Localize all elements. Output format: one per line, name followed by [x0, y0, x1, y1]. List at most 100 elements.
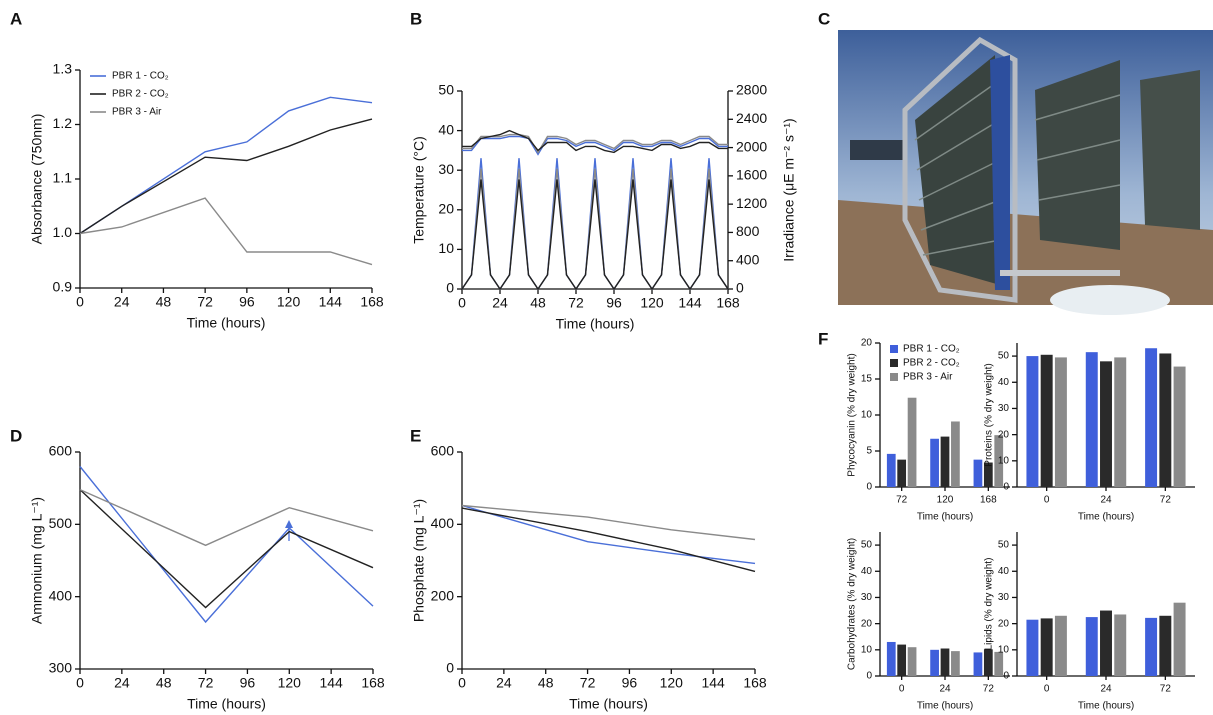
- bar: [1159, 353, 1172, 487]
- y-tick-label: 50: [438, 82, 454, 98]
- series-line: [79, 489, 374, 609]
- bar: [1054, 357, 1067, 487]
- x-axis-label: Time (hours): [917, 512, 973, 523]
- y-tick-label: 10: [998, 455, 1010, 466]
- y-tick-label: 600: [431, 443, 455, 459]
- series-line: [79, 488, 374, 547]
- x-tick-label: 72: [197, 294, 213, 310]
- x-tick-label: 168: [361, 675, 385, 691]
- y-tick-label: 1.0: [53, 224, 73, 240]
- y-tick-label: 20: [438, 201, 454, 217]
- y-tick-label: 50: [998, 540, 1010, 551]
- x-tick-label: 120: [937, 495, 954, 506]
- y-axis-label: Proteins (% dry weight): [984, 363, 995, 466]
- bar: [973, 459, 983, 487]
- y-tick-label: 40: [861, 566, 873, 577]
- y-tick-label: 300: [49, 660, 73, 676]
- bar: [973, 652, 983, 676]
- y-tick-label: 0: [446, 660, 454, 676]
- y-axis-label: Absorbance (750nm): [29, 114, 45, 245]
- x-axis-label: Time (hours): [1078, 512, 1134, 523]
- legend-label: PBR 2 - CO₂: [903, 358, 960, 369]
- bar: [1026, 356, 1039, 487]
- series-line: [79, 96, 373, 235]
- bar: [1173, 366, 1186, 487]
- x-axis-label: Time (hours): [569, 696, 648, 712]
- y-tick-label: 0: [1003, 671, 1009, 682]
- bar: [886, 453, 896, 487]
- bar: [1085, 352, 1098, 487]
- panel-letter: D: [10, 426, 22, 445]
- y-tick-label: 10: [438, 240, 454, 256]
- x-tick-label: 96: [240, 675, 256, 691]
- y-tick-label: 40: [438, 121, 454, 137]
- bar: [951, 421, 960, 487]
- y-tick-label: 40: [998, 377, 1010, 388]
- y-tick-label: 400: [431, 515, 455, 531]
- bar: [907, 647, 917, 676]
- y2-tick-label: 2800: [736, 82, 767, 98]
- bar: [940, 648, 950, 676]
- x-tick-label: 144: [319, 675, 343, 691]
- x-axis-label: Time (hours): [1078, 701, 1134, 712]
- bar: [886, 641, 896, 676]
- x-axis-label: Time (hours): [187, 696, 266, 712]
- x-tick-label: 72: [568, 295, 584, 311]
- x-tick-label: 48: [530, 295, 546, 311]
- y-tick-label: 0: [866, 482, 872, 493]
- y-tick-label: 0: [446, 280, 454, 296]
- y-tick-label: 0: [866, 671, 872, 682]
- y-axis-label: Phosphate (mg L⁻¹): [411, 499, 427, 622]
- bar: [1100, 610, 1112, 676]
- bar: [983, 462, 993, 487]
- y-tick-label: 30: [861, 592, 873, 603]
- x-tick-label: 72: [983, 684, 995, 695]
- y-tick-label: 40: [998, 566, 1010, 577]
- bar: [1114, 614, 1127, 676]
- y2-tick-label: 800: [736, 223, 760, 239]
- legend-label: PBR 1 - CO₂: [903, 344, 960, 355]
- x-tick-label: 0: [1044, 684, 1050, 695]
- y-tick-label: 0: [1003, 482, 1009, 493]
- bar: [1159, 615, 1172, 676]
- bar: [940, 436, 950, 487]
- y-tick-label: 5: [866, 446, 872, 457]
- x-tick-label: 0: [76, 675, 84, 691]
- x-tick-label: 24: [939, 684, 951, 695]
- y-tick-label: 15: [861, 374, 873, 385]
- y-tick-label: 10: [861, 410, 873, 421]
- bar: [994, 651, 1004, 676]
- x-tick-label: 72: [580, 675, 596, 691]
- bar: [930, 438, 939, 487]
- series-line: [461, 504, 756, 565]
- bar: [1114, 357, 1127, 487]
- y-axis-label: Carbohydrates (% dry weight): [847, 538, 858, 670]
- bar: [1040, 618, 1053, 676]
- y-tick-label: 20: [998, 429, 1010, 440]
- bar: [930, 649, 939, 676]
- bar: [1026, 619, 1039, 676]
- series-line: [461, 168, 729, 291]
- y-tick-label: 1.3: [53, 61, 73, 77]
- x-tick-label: 0: [1044, 495, 1050, 506]
- x-tick-label: 144: [319, 294, 343, 310]
- panel-letter: B: [410, 9, 422, 28]
- panel-letter: C: [818, 9, 830, 28]
- y-tick-label: 400: [49, 587, 73, 603]
- legend-swatch: [890, 373, 898, 381]
- y-axis-label: Ammonium (mg L⁻¹): [29, 497, 45, 624]
- y2-axis-label: Irradiance (μE m⁻² s⁻¹): [781, 118, 797, 261]
- x-tick-label: 96: [239, 294, 255, 310]
- y-axis-label: Lipids (% dry weight): [984, 558, 995, 651]
- y-axis-label: Phycocyanin (% dry weight): [847, 353, 858, 476]
- x-tick-label: 24: [114, 294, 130, 310]
- series-line: [462, 133, 728, 154]
- y2-tick-label: 0: [736, 280, 744, 296]
- bar: [897, 644, 907, 676]
- x-axis-label: Time (hours): [917, 701, 973, 712]
- y-tick-label: 30: [438, 161, 454, 177]
- x-tick-label: 72: [1160, 684, 1172, 695]
- y2-tick-label: 1600: [736, 167, 767, 183]
- panel-letter: F: [818, 329, 828, 348]
